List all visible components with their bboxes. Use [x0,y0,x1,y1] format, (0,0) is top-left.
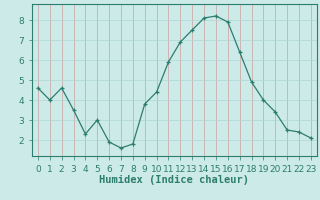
X-axis label: Humidex (Indice chaleur): Humidex (Indice chaleur) [100,175,249,185]
